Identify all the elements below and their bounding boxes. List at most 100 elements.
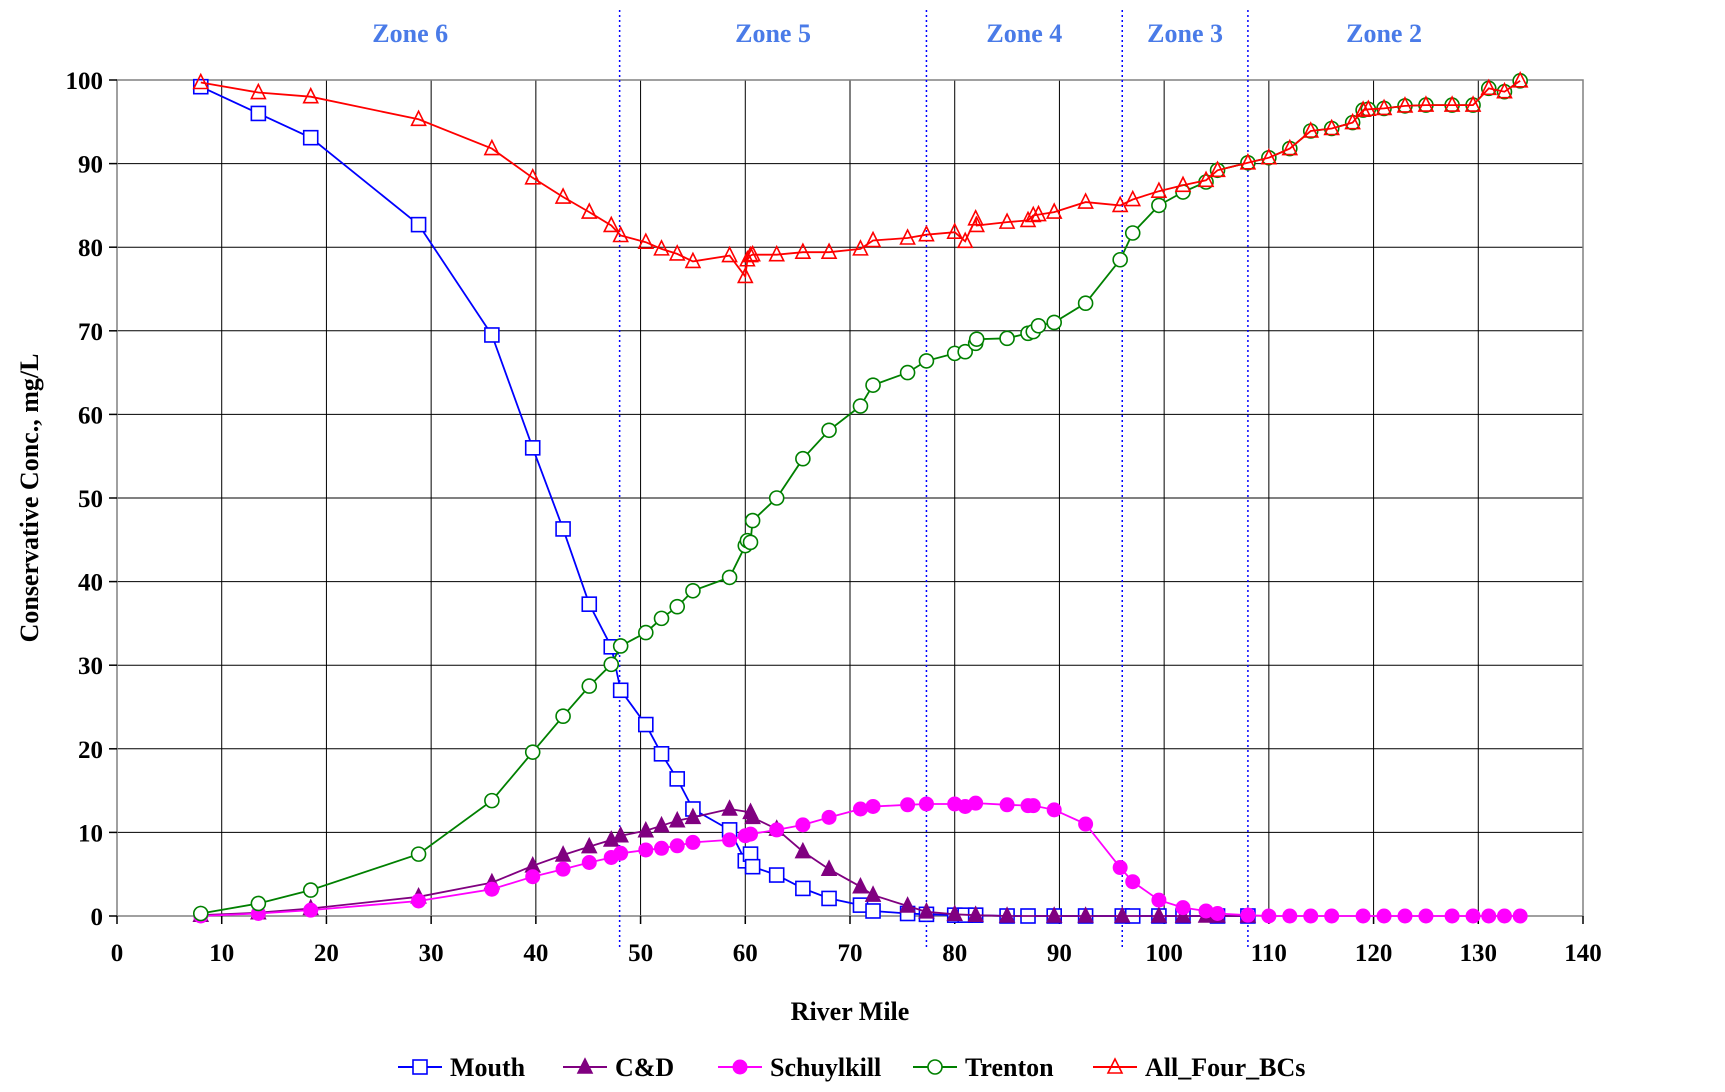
series-mouth	[192, 78, 1256, 924]
zone-label: Zone 3	[1147, 19, 1223, 48]
zone-label: Zone 2	[1346, 19, 1422, 48]
data-point	[1324, 908, 1340, 924]
data-point	[821, 809, 837, 825]
data-point	[581, 854, 597, 870]
data-point	[580, 836, 598, 854]
data-point	[668, 810, 686, 828]
series-c-d	[192, 799, 1257, 923]
data-point	[410, 216, 427, 233]
data-point	[555, 521, 571, 537]
data-point	[1045, 906, 1063, 923]
data-point	[303, 902, 319, 918]
y-tick-label: 90	[78, 152, 103, 179]
data-point	[1112, 251, 1128, 268]
data-point	[555, 861, 571, 877]
data-point	[1360, 99, 1377, 117]
data-point	[865, 377, 881, 393]
y-tick-label: 30	[78, 653, 103, 680]
data-point	[684, 251, 702, 269]
zone-label: Zone 6	[372, 19, 448, 48]
x-tick-label: 70	[838, 940, 863, 967]
x-tick-label: 100	[1145, 940, 1183, 967]
data-point	[612, 682, 629, 699]
data-point	[638, 716, 654, 733]
legend-label: C&D	[615, 1053, 674, 1082]
data-point	[968, 795, 984, 811]
series-all-four-bcs	[192, 71, 1529, 284]
legend-item: Trenton	[913, 1053, 1054, 1082]
data-point	[1025, 798, 1041, 814]
zone-label: Zone 4	[986, 19, 1062, 48]
data-point	[865, 798, 881, 814]
x-tick-label: 90	[1047, 940, 1072, 967]
data-point	[1511, 71, 1529, 88]
data-point	[769, 822, 785, 838]
data-point	[1443, 95, 1461, 112]
data-point	[795, 817, 811, 833]
data-point	[918, 224, 935, 242]
data-point	[524, 168, 542, 185]
data-point	[1111, 195, 1129, 213]
data-point	[484, 327, 500, 343]
data-point	[669, 838, 685, 854]
data-point	[742, 534, 759, 551]
data-point	[484, 792, 500, 809]
data-point	[613, 845, 629, 861]
data-point	[1302, 121, 1320, 138]
legend-label: Schuylkill	[770, 1053, 881, 1082]
data-point	[899, 364, 916, 381]
data-point	[580, 202, 598, 219]
data-point	[250, 105, 267, 122]
data-point	[1174, 175, 1192, 193]
data-point	[1077, 295, 1094, 312]
data-point	[1496, 908, 1512, 924]
data-point	[653, 746, 670, 762]
data-point	[302, 129, 319, 146]
data-point	[612, 225, 629, 243]
x-tick-label: 40	[523, 940, 548, 967]
data-point	[653, 239, 670, 256]
data-point	[412, 1059, 428, 1075]
data-point	[820, 859, 838, 876]
data-point	[1151, 892, 1167, 908]
data-point	[525, 869, 541, 885]
data-point	[852, 239, 869, 256]
x-tick-label: 10	[209, 940, 234, 967]
data-point	[1046, 314, 1062, 331]
data-point	[554, 187, 572, 204]
data-point	[1444, 908, 1460, 924]
data-point	[1323, 118, 1340, 136]
data-point	[1150, 181, 1168, 198]
zone-boundaries: Zone 6 Zone 5 Zone 4 Zone 3 Zone 2	[372, 10, 1422, 950]
data-point	[865, 903, 881, 919]
y-tick-label: 50	[78, 486, 103, 513]
data-point	[612, 638, 629, 654]
data-point	[998, 906, 1016, 923]
data-point	[524, 744, 541, 760]
x-axis-label: River Mile	[791, 997, 910, 1026]
y-tick-label: 0	[91, 904, 104, 931]
y-tick-label: 60	[78, 402, 103, 429]
y-tick-label: 20	[78, 737, 103, 764]
data-point	[192, 905, 209, 922]
legend-label: All_Four_BCs	[1145, 1053, 1305, 1082]
legend-item: Schuylkill	[718, 1053, 881, 1082]
data-point	[638, 624, 654, 641]
y-tick-label: 80	[78, 235, 103, 262]
data-point	[967, 208, 984, 226]
data-point	[1210, 905, 1226, 921]
data-point	[744, 858, 761, 875]
data-point	[637, 232, 655, 249]
data-point	[1397, 908, 1413, 924]
series-line	[200, 80, 1521, 915]
data-point	[410, 109, 427, 127]
data-point	[1113, 906, 1131, 923]
data-point	[852, 876, 869, 894]
data-point	[669, 771, 686, 787]
data-point	[192, 72, 210, 90]
y-tick-label: 40	[78, 570, 103, 597]
data-point	[795, 450, 811, 467]
data-point	[669, 598, 686, 615]
x-tick-label: 20	[314, 940, 339, 967]
data-point	[744, 244, 761, 262]
